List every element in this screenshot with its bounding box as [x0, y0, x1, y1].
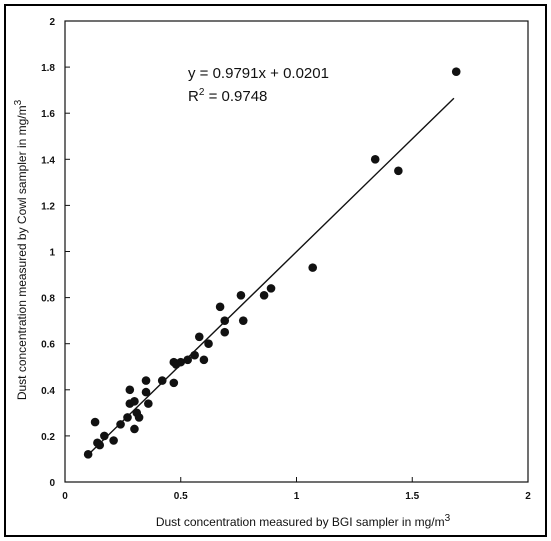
equation-label: y = 0.9791x + 0.0201: [188, 65, 329, 82]
x-axis-title-superscript: 3: [445, 513, 451, 524]
data-point: [194, 332, 204, 342]
data-point: [90, 417, 100, 427]
data-point: [266, 284, 276, 293]
y-tick-label: 0.8: [41, 294, 55, 305]
y-tick-label: 0.2: [41, 432, 55, 443]
data-point: [204, 339, 213, 349]
data-point: [144, 399, 153, 408]
data-point: [125, 385, 135, 395]
data-point: [141, 376, 151, 385]
data-point: [130, 397, 139, 406]
y-tick-label: 1.8: [41, 63, 55, 74]
trendline: [87, 97, 455, 456]
data-point: [109, 436, 118, 445]
data-point: [116, 420, 125, 429]
y-tick-label: 0.6: [41, 340, 55, 351]
data-point: [95, 440, 105, 450]
y-axis-title-text: Dust concentration measured by Cowl samp…: [15, 105, 29, 400]
data-point: [259, 290, 269, 300]
y-tick-label: 1.6: [41, 109, 55, 120]
data-point: [236, 290, 246, 300]
data-point: [238, 316, 248, 325]
y-tick-label: 1.2: [41, 201, 55, 212]
x-tick-label: 2: [525, 491, 531, 502]
data-point: [134, 413, 144, 422]
y-tick-label: 1.4: [41, 155, 55, 166]
x-tick-label: 1: [294, 491, 300, 502]
data-point: [220, 327, 230, 337]
data-point: [394, 166, 403, 176]
data-point: [308, 263, 318, 272]
y-axis-title: Dust concentration measured by Cowl samp…: [13, 99, 29, 400]
x-tick-label: 0.5: [174, 491, 188, 502]
data-point: [157, 376, 167, 385]
y-tick-label: 1: [49, 248, 55, 259]
r-squared-prefix: R: [188, 88, 199, 105]
trendline-layer: [87, 97, 455, 456]
y-tick-label: 0.4: [41, 386, 55, 397]
data-point: [190, 350, 199, 360]
r-squared-value: = 0.9748: [204, 88, 267, 105]
data-point: [183, 355, 192, 365]
r-squared-label: R2 = 0.9748: [188, 87, 267, 105]
r-squared-superscript: 2: [199, 87, 205, 98]
x-axis-title: Dust concentration measured by BGI sampl…: [156, 513, 451, 529]
data-point: [141, 387, 151, 397]
data-point: [176, 357, 186, 367]
x-tick-label: 0: [62, 491, 68, 502]
point-layer: [83, 67, 461, 459]
y-axis-title-superscript: 3: [13, 99, 24, 105]
data-point: [123, 413, 132, 422]
y-tick-label: 0: [49, 478, 55, 489]
data-point: [169, 378, 179, 388]
data-point: [83, 450, 93, 459]
data-point: [215, 302, 225, 312]
tick-layer: 0 0.2 0.4 0.6 0.8 1 1.2 1.4 1.6 1.8 2 0 0.5 1 1.5 2: [41, 17, 531, 502]
data-point: [130, 424, 139, 434]
data-point: [199, 355, 209, 365]
data-point: [220, 316, 230, 325]
x-axis-title-text: Dust concentration measured by BGI sampl…: [156, 515, 445, 529]
data-point: [100, 431, 109, 441]
x-tick-label: 1.5: [405, 491, 419, 502]
data-point: [370, 155, 380, 164]
y-tick-label: 2: [49, 17, 55, 28]
data-point: [451, 67, 461, 77]
